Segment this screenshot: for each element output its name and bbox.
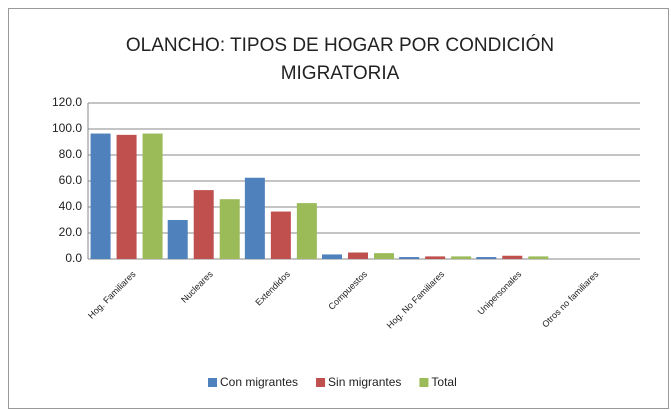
bar (270, 211, 291, 259)
x-tick-label: Compuestos (326, 269, 369, 312)
legend-label: Sin migrantes (328, 375, 401, 389)
x-tick-label: Hog. Familiares (86, 269, 138, 321)
legend-swatch (419, 378, 429, 387)
bar (374, 253, 394, 259)
bar (193, 190, 214, 259)
chart-frame (8, 8, 669, 409)
bar (244, 177, 265, 259)
chart-title: OLANCHO: TIPOS DE HOGAR POR CONDICIÓN MI… (125, 35, 555, 84)
bar (322, 254, 342, 259)
y-tick-label: 40.0 (59, 199, 83, 213)
x-tick-label: Hog. No Familiares (385, 269, 447, 331)
y-tick-label: 60.0 (59, 173, 83, 187)
bar (502, 255, 523, 259)
y-tick-label: 80.0 (59, 147, 83, 161)
legend-label: Con migrantes (220, 375, 298, 389)
bar (451, 256, 472, 259)
y-tick-label: 0.0 (65, 251, 82, 265)
bar (116, 134, 137, 259)
bar (476, 257, 497, 259)
legend-swatch (208, 378, 217, 387)
bar (90, 133, 111, 259)
bar (167, 220, 188, 259)
y-tick-label: 100.0 (52, 121, 82, 135)
x-tick-label: Extendidos (253, 269, 292, 308)
bar (425, 256, 446, 259)
bar (528, 256, 549, 259)
legend-label: Total (431, 375, 456, 389)
legend-swatch (316, 378, 326, 387)
bar (296, 203, 317, 259)
bar (399, 257, 420, 259)
y-tick-label: 120.0 (52, 95, 82, 109)
x-tick-label: Nucleares (179, 269, 215, 305)
bar (348, 252, 368, 259)
bar (219, 199, 240, 259)
bar (142, 133, 163, 259)
x-tick-label: Otros no familiares (540, 269, 601, 330)
x-tick-label: Unipersonales (476, 269, 524, 317)
y-tick-label: 20.0 (59, 225, 83, 239)
